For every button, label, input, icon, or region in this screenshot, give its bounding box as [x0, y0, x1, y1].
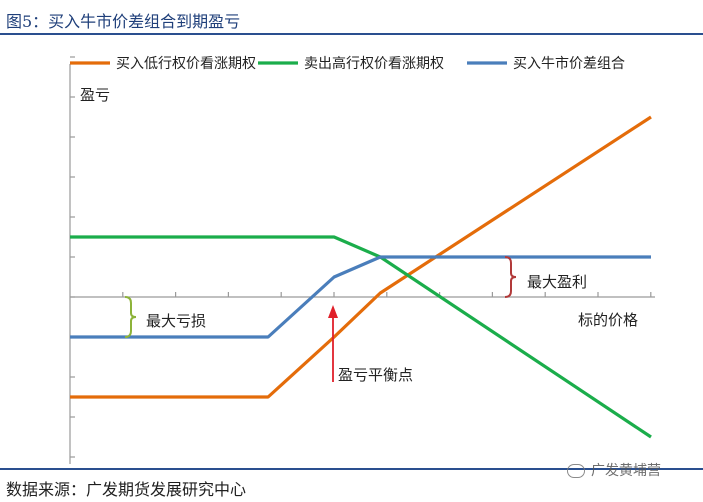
series-line-2 [70, 255, 651, 339]
breakeven-arrow-head [328, 305, 338, 318]
breakeven-label: 盈亏平衡点 [338, 366, 413, 384]
footer-divider [0, 468, 703, 470]
series-line-0 [70, 115, 652, 399]
legend-label-1: 卖出高行权价看涨期权 [304, 55, 444, 72]
title-divider [0, 33, 703, 35]
max-profit-label: 最大盈利 [527, 273, 587, 291]
data-source: 数据来源：广发期货发展研究中心 [6, 480, 247, 499]
series-line-1 [70, 235, 652, 439]
legend-label-0: 买入低行权价看涨期权 [116, 56, 256, 72]
figure-title: 图5：买入牛市价差组合到期盈亏 [6, 12, 241, 31]
chat-bubble-icon [567, 464, 585, 478]
legend-label-2: 买入牛市价差组合 [513, 55, 625, 72]
max-loss-brace [124, 296, 137, 338]
y-axis-label: 盈亏 [80, 86, 110, 104]
max-profit-brace [504, 256, 517, 298]
max-loss-label: 最大亏损 [146, 312, 206, 330]
watermark: 广发黄埔营 [567, 460, 661, 480]
watermark-text: 广发黄埔营 [591, 463, 661, 479]
x-axis-label: 标的价格 [578, 311, 638, 329]
